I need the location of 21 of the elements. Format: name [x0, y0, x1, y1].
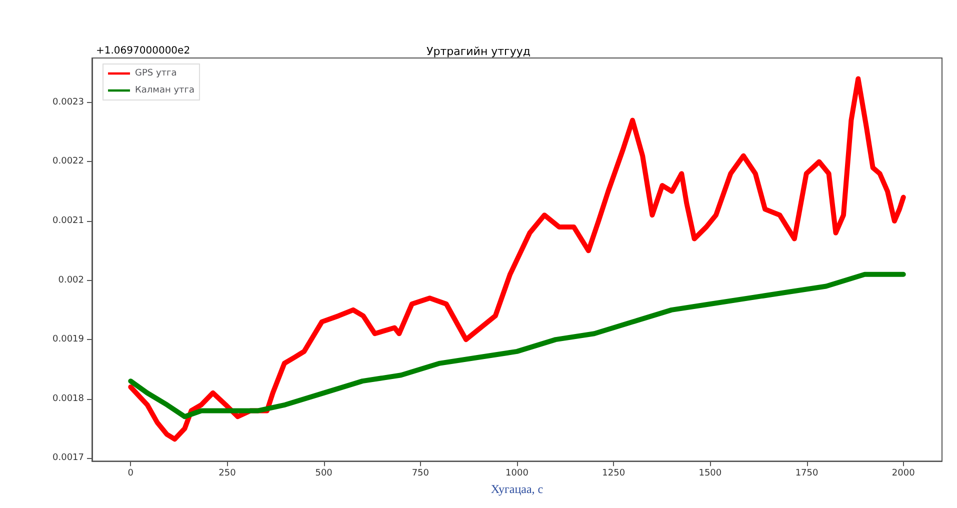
- x-tick-label: 750: [412, 468, 430, 479]
- y-tick-label: 0.0021: [52, 216, 84, 226]
- y-tick-label: 0.002: [58, 275, 84, 286]
- y-tick-label: 0.0023: [52, 97, 84, 108]
- x-tick-label: 1750: [795, 468, 818, 479]
- y-tick-label: 0.0018: [52, 394, 84, 404]
- y-tick-label: 0.0017: [52, 453, 84, 464]
- x-tick-label: 1000: [506, 468, 529, 479]
- y-tick-label: 0.0019: [52, 334, 84, 345]
- x-tick-label: 500: [315, 468, 333, 479]
- x-axis-title: Хугацаа, с: [490, 482, 544, 496]
- chart-title: Уртрагийн утгууд: [426, 45, 531, 58]
- x-tick-label: 1500: [698, 468, 722, 479]
- y-tick-label: 0.0022: [52, 156, 84, 167]
- x-tick-label: 1250: [602, 468, 626, 479]
- text: +1.0697000000e2: [96, 46, 190, 56]
- legend-label: Калман утга: [135, 86, 195, 96]
- x-tick-label: 0: [128, 468, 134, 479]
- x-tick-label: 250: [218, 468, 236, 479]
- x-tick-label: 2000: [892, 468, 916, 479]
- legend-label: GPS утга: [135, 68, 177, 78]
